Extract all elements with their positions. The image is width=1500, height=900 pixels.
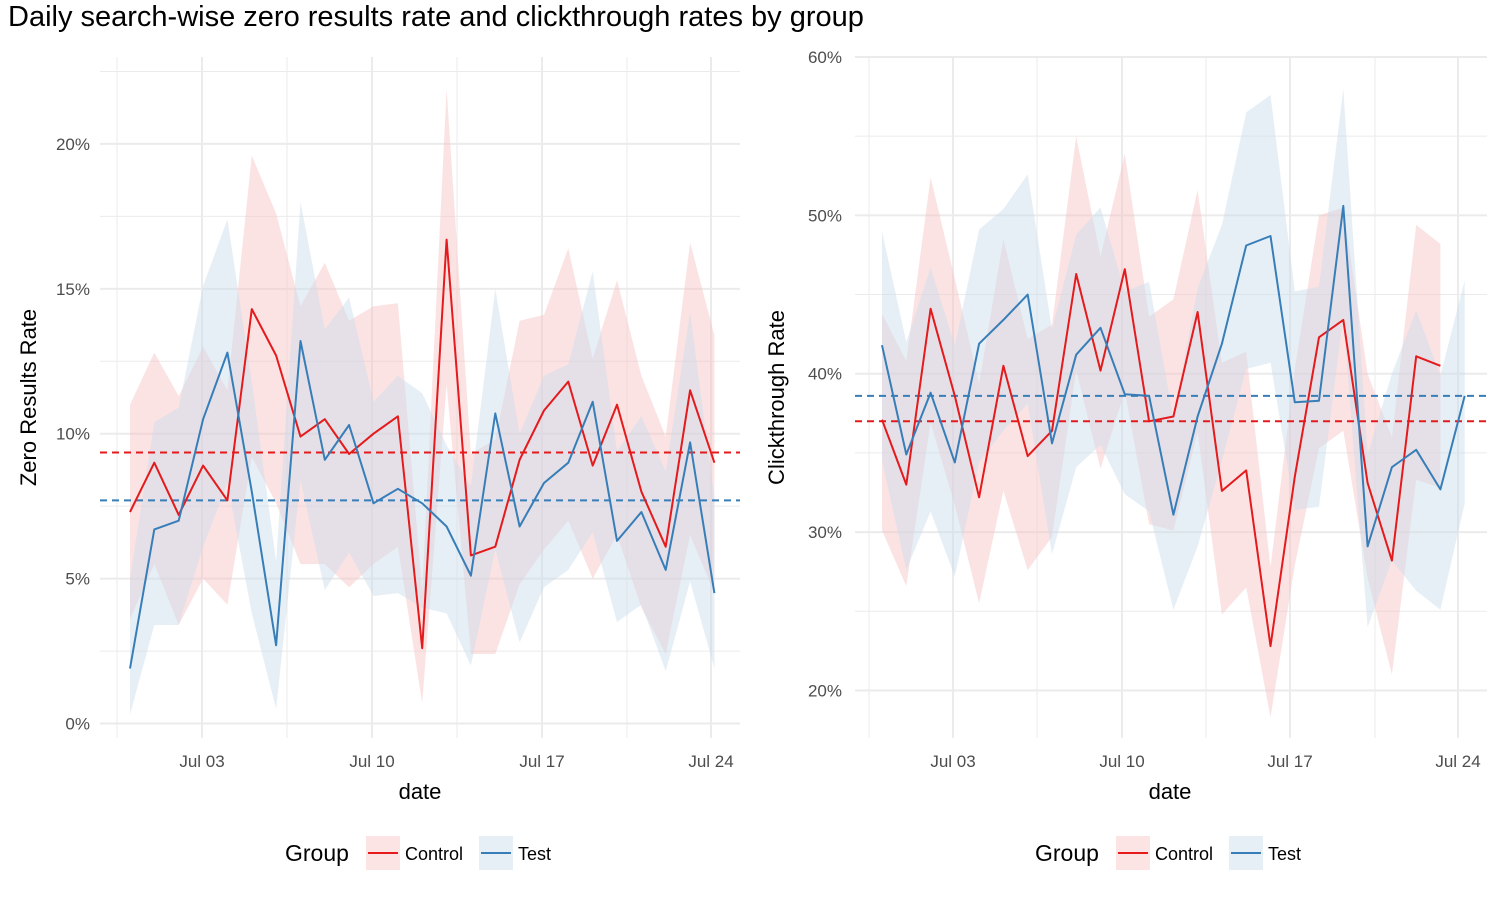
legend-title: Group xyxy=(285,840,349,866)
y-tick-label: 40% xyxy=(808,365,842,384)
y-tick-label: 60% xyxy=(808,48,842,67)
x-tick-label: Jul 03 xyxy=(930,752,975,771)
grid xyxy=(100,57,740,738)
y-tick-label: 0% xyxy=(65,715,90,734)
series-line-control xyxy=(881,268,1441,648)
ribbon-test xyxy=(130,201,715,715)
chart-panel-2: 20% 30% 40% 50% 60% Jul 03 Jul 10 Jul 17 Jul 24 d… xyxy=(764,48,1487,870)
page-title: Daily search-wise zero results rate and … xyxy=(8,1,864,33)
legend-label-control: Control xyxy=(405,844,463,864)
y-axis-title: Clickthrough Rate xyxy=(764,310,789,485)
x-axis-title: date xyxy=(399,779,442,804)
legend-label-test: Test xyxy=(518,844,551,864)
grid xyxy=(855,56,1487,738)
x-axis-title: date xyxy=(1149,779,1192,804)
x-tick-label: Jul 24 xyxy=(1435,752,1480,771)
y-tick-label: 15% xyxy=(56,280,90,299)
ribbon-test xyxy=(882,88,1465,628)
ribbon-control xyxy=(882,136,1441,718)
y-axis-title: Zero Results Rate xyxy=(16,309,41,486)
legend-label-test: Test xyxy=(1268,844,1301,864)
legend-label-control: Control xyxy=(1155,844,1213,864)
y-tick-label: 10% xyxy=(56,425,90,444)
y-tick-label: 50% xyxy=(808,206,842,225)
series-line-test xyxy=(881,204,1466,548)
series-line-test xyxy=(129,340,716,669)
chart-panel-1: 0% 5% 10% 15% 20% Jul 03 Jul 10 Jul 17 Jul 24 dat… xyxy=(16,57,740,870)
y-tick-label: 30% xyxy=(808,523,842,542)
legend: Group Control Test xyxy=(1035,836,1301,870)
x-tick-label: Jul 17 xyxy=(519,752,564,771)
y-tick-label: 20% xyxy=(808,681,842,700)
ribbon-control xyxy=(130,88,715,704)
legend: Group Control Test xyxy=(285,836,551,870)
y-tick-label: 20% xyxy=(56,135,90,154)
x-tick-label: Jul 24 xyxy=(688,752,733,771)
x-tick-label: Jul 17 xyxy=(1267,752,1312,771)
x-tick-label: Jul 03 xyxy=(179,752,224,771)
y-tick-label: 5% xyxy=(65,570,90,589)
x-tick-label: Jul 10 xyxy=(1099,752,1144,771)
legend-title: Group xyxy=(1035,840,1099,866)
x-tick-label: Jul 10 xyxy=(349,752,394,771)
series-line-control xyxy=(129,238,716,650)
